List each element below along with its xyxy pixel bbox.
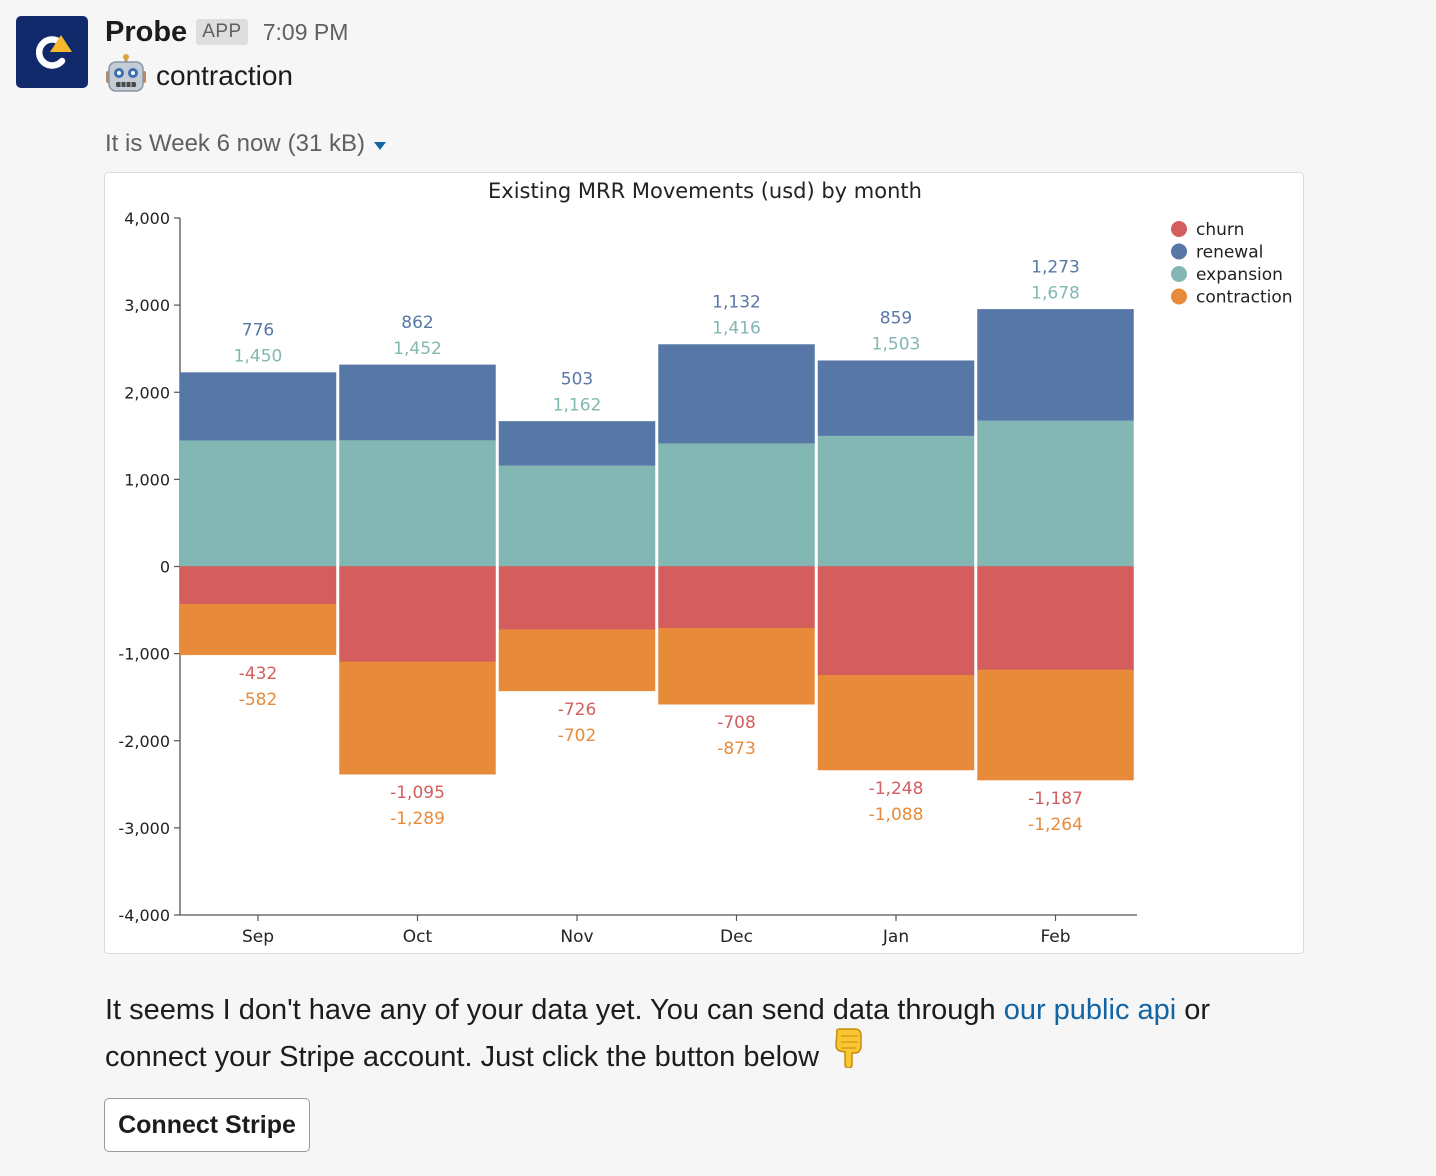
app-badge: APP: [196, 19, 248, 45]
message-header: Probe APP 7:09 PM: [105, 14, 348, 50]
data-label-churn: -432: [239, 664, 278, 684]
data-label-renewal: 859: [880, 309, 912, 329]
bar-churn-oct: [339, 566, 496, 663]
y-tick-label: 1,000: [124, 470, 170, 489]
file-title[interactable]: It is Week 6 now: [105, 130, 281, 157]
connect-stripe-button[interactable]: Connect Stripe: [104, 1098, 310, 1152]
y-tick-label: -1,000: [118, 645, 170, 664]
y-tick-label: -2,000: [118, 732, 170, 751]
bar-churn-jan: [817, 566, 975, 676]
bar-expansion-oct: [339, 439, 496, 567]
data-label-churn: -726: [558, 700, 597, 720]
bar-expansion-dec: [658, 442, 815, 567]
data-label-churn: -1,187: [1028, 789, 1083, 809]
bar-renewal-dec: [658, 344, 815, 444]
file-attachment-header[interactable]: It is Week 6 now (31 kB): [105, 128, 387, 160]
x-tick-label: Jan: [882, 927, 909, 947]
message-subtitle-text: contraction: [156, 60, 293, 91]
backhand-index-pointing-down-icon: [831, 1028, 865, 1081]
data-label-churn: -708: [717, 713, 756, 733]
x-tick-label: Dec: [720, 927, 753, 947]
x-tick-label: Sep: [242, 927, 274, 947]
public-api-link[interactable]: our public api: [1003, 994, 1177, 1026]
data-label-renewal: 1,273: [1031, 257, 1080, 277]
y-tick-label: -4,000: [118, 906, 170, 925]
data-label-contraction: -582: [239, 690, 278, 710]
data-label-expansion: 1,416: [712, 319, 761, 339]
probe-logo-icon: [35, 35, 72, 69]
bar-expansion-jan: [817, 435, 975, 567]
data-label-contraction: -1,088: [869, 805, 924, 825]
bar-renewal-sep: [179, 372, 337, 441]
x-tick-label: Feb: [1040, 927, 1070, 947]
data-label-renewal: 862: [401, 313, 433, 333]
legend-label-contraction: contraction: [1196, 288, 1293, 308]
bar-renewal-feb: [977, 309, 1134, 421]
legend-label-renewal: renewal: [1196, 243, 1263, 263]
message-body: It seems I don't have any of your data y…: [105, 988, 1305, 1085]
data-label-contraction: -1,264: [1028, 815, 1083, 835]
data-label-churn: -1,095: [390, 783, 445, 803]
data-label-contraction: -1,289: [390, 809, 445, 829]
bar-renewal-oct: [339, 364, 496, 441]
data-label-expansion: 1,452: [393, 339, 442, 359]
app-name[interactable]: Probe: [105, 15, 188, 48]
bar-expansion-sep: [179, 439, 337, 567]
bar-renewal-jan: [817, 360, 975, 436]
chart-title: Existing MRR Movements (usd) by month: [488, 179, 922, 203]
message-timestamp[interactable]: 7:09 PM: [262, 18, 349, 45]
x-tick-label: Nov: [560, 927, 593, 947]
data-label-renewal: 776: [242, 321, 274, 341]
bar-contraction-oct: [339, 661, 496, 775]
bar-contraction-feb: [977, 669, 1134, 781]
legend-label-churn: churn: [1196, 220, 1244, 240]
data-label-expansion: 1,678: [1031, 283, 1080, 303]
data-label-renewal: 503: [561, 369, 593, 389]
legend-marker-expansion: [1171, 266, 1187, 282]
mrr-movements-chart: Existing MRR Movements (usd) by month 4,…: [118, 179, 1293, 947]
data-label-contraction: -702: [558, 726, 597, 746]
bar-churn-dec: [658, 566, 815, 629]
bar-contraction-nov: [498, 629, 656, 692]
file-size: (31 kB): [287, 130, 365, 157]
body-text-part-2: or connect your Stripe account. Just cli…: [105, 994, 1211, 1074]
bar-expansion-feb: [977, 420, 1134, 567]
bar-churn-nov: [498, 566, 656, 631]
data-label-contraction: -873: [717, 739, 756, 759]
y-tick-label: 3,000: [124, 296, 170, 315]
legend-marker-contraction: [1171, 288, 1187, 305]
bar-renewal-nov: [498, 421, 656, 466]
message-subtitle: contraction: [105, 53, 293, 99]
body-text-part-1: It seems I don't have any of your data y…: [105, 994, 1004, 1026]
y-tick-label: 2,000: [124, 383, 170, 402]
bar-contraction-dec: [658, 627, 815, 705]
caret-down-icon[interactable]: [373, 130, 387, 158]
bar-expansion-nov: [498, 465, 656, 567]
x-tick-label: Oct: [403, 927, 433, 947]
bar-churn-sep: [179, 566, 337, 605]
bar-churn-feb: [977, 566, 1134, 671]
data-label-churn: -1,248: [869, 779, 924, 799]
chart-image[interactable]: Existing MRR Movements (usd) by month 4,…: [104, 172, 1304, 954]
data-label-renewal: 1,132: [712, 293, 761, 313]
data-label-expansion: 1,162: [553, 395, 602, 415]
bar-contraction-sep: [179, 603, 337, 656]
probe-avatar[interactable]: [16, 16, 88, 88]
legend-marker-churn: [1171, 221, 1187, 237]
y-tick-label: 0: [160, 558, 170, 577]
robot-face-icon: [105, 53, 147, 99]
y-tick-label: -3,000: [118, 819, 170, 838]
data-label-expansion: 1,503: [872, 335, 921, 355]
bar-contraction-jan: [817, 674, 975, 771]
y-tick-label: 4,000: [124, 209, 170, 228]
data-label-expansion: 1,450: [234, 347, 283, 367]
legend-label-expansion: expansion: [1196, 265, 1283, 285]
legend-marker-renewal: [1171, 243, 1187, 260]
